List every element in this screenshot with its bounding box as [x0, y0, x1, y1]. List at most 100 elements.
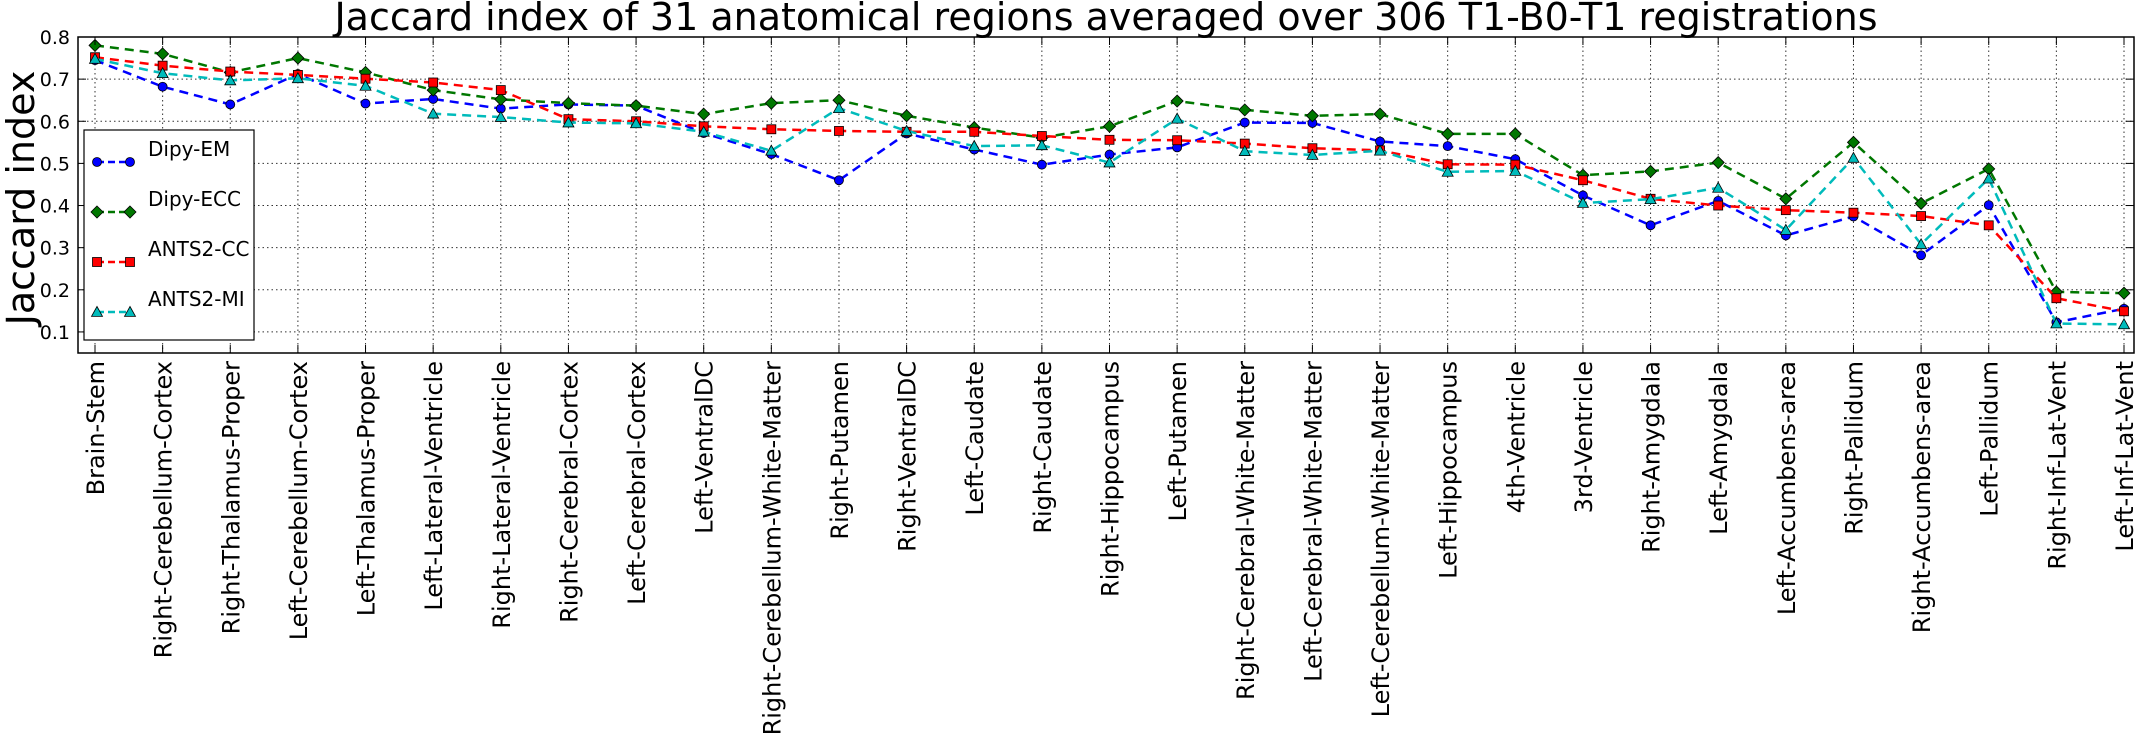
y-tick-label: 0.6: [40, 111, 70, 133]
data-point-ants2-mi: [1035, 138, 1049, 151]
data-point-dipy-em: [1239, 117, 1250, 128]
x-tick-label: Right-Amygdala: [1638, 361, 1666, 553]
data-point-ants2-mi: [1914, 237, 1928, 250]
x-tick-label: 4th-Ventricle: [1502, 361, 1530, 513]
data-point-ants2-mi: [900, 124, 913, 136]
data-point-ants2-cc: [1848, 207, 1859, 218]
data-point-ants2-cc: [834, 126, 844, 136]
data-point-ants2-mi: [697, 125, 710, 137]
data-point-ants2-cc: [1983, 220, 1994, 231]
y-tick-label: 0.3: [40, 238, 70, 260]
y-tick-label: 0.8: [40, 27, 70, 49]
x-tick-label: Right-Putamen: [826, 361, 854, 540]
x-tick-label: Left-Putamen: [1164, 361, 1192, 522]
legend-entry-ants2-cc: ANTS2-CC: [92, 237, 249, 267]
x-tick-label: 3rd-Ventricle: [1570, 361, 1598, 513]
data-point-ants2-mi: [832, 101, 846, 114]
data-point-ants2-mi: [426, 107, 440, 119]
data-point-ants2-cc: [1578, 175, 1588, 186]
legend-entry-dipy-em: Dipy-EM: [92, 137, 230, 167]
data-point-dipy-em: [1645, 220, 1656, 231]
x-tick-label: Right-Cerebellum-Cortex: [150, 361, 178, 658]
data-point-ants2-mi: [1170, 112, 1184, 124]
data-point-ants2-cc: [495, 85, 506, 95]
legend-marker-dipy-em: [92, 157, 102, 167]
data-point-ants2-mi: [494, 110, 507, 122]
data-point-ants2-mi: [1441, 165, 1454, 177]
x-tick-label: Right-Cerebellum-White-Matter: [758, 361, 786, 736]
y-tick-label: 0.7: [40, 69, 70, 91]
data-point-ants2-mi: [1306, 148, 1319, 160]
x-tick-label: Left-Accumbens-area: [1773, 361, 1801, 615]
y-tick-label: 0.1: [40, 322, 70, 344]
data-point-dipy-em: [1036, 159, 1047, 170]
data-point-ants2-cc: [428, 77, 439, 88]
x-tick-label: Left-Cerebellum-Cortex: [285, 361, 313, 640]
data-point-dipy-ecc: [1102, 119, 1117, 133]
legend-marker-ants2-mi: [90, 305, 104, 317]
data-point-dipy-ecc: [1644, 164, 1658, 178]
data-point-dipy-ecc: [1373, 107, 1387, 121]
legend-label-dipy-em: Dipy-EM: [148, 137, 230, 161]
legend-label-dipy-ecc: Dipy-ECC: [148, 187, 241, 211]
x-tick-label: Right-Hippocampus: [1097, 361, 1125, 597]
data-point-ants2-mi: [291, 71, 305, 84]
x-tick-label: Left-Hippocampus: [1435, 361, 1463, 579]
x-tick-label: Right-Lateral-Ventricle: [488, 361, 516, 629]
x-tick-label: Right-Cerebral-Cortex: [555, 361, 583, 623]
data-point-dipy-ecc: [1305, 109, 1319, 123]
data-point-ants2-cc: [1780, 205, 1791, 216]
data-point-dipy-ecc: [697, 107, 711, 121]
data-point-dipy-ecc: [764, 96, 778, 110]
data-point-ants2-cc: [1172, 135, 1183, 146]
data-point-dipy-ecc: [1508, 127, 1522, 141]
data-point-ants2-mi: [1847, 151, 1860, 163]
data-point-ants2-mi: [562, 116, 575, 128]
data-point-ants2-cc: [1916, 211, 1926, 221]
x-tick-label: Right-Cerebral-White-Matter: [1232, 361, 1260, 700]
data-point-ants2-cc: [2051, 293, 2062, 304]
legend-marker-ants2-cc: [125, 257, 135, 267]
legend-entry-dipy-ecc: Dipy-ECC: [90, 187, 241, 219]
x-tick-label: Left-Cerebral-Cortex: [623, 361, 651, 605]
data-point-ants2-cc: [766, 124, 777, 135]
x-tick-label: Left-Cerebral-White-Matter: [1299, 361, 1327, 682]
data-point-ants2-mi: [2117, 318, 2131, 330]
data-point-dipy-ecc: [1779, 192, 1793, 206]
legend-marker-dipy-ecc: [90, 205, 104, 219]
x-tick-label: Left-Cerebellum-White-Matter: [1367, 361, 1395, 718]
data-point-ants2-mi: [359, 79, 372, 91]
x-tick-label: Right-Accumbens-area: [1908, 361, 1936, 633]
data-point-dipy-em: [834, 175, 844, 186]
tick-layer: 0.1 0.2 0.3 0.4 0.5 0.6 0.7 0.8 Brain-Stem Right-…: [40, 27, 2139, 735]
data-point-ants2-mi: [1509, 164, 1522, 176]
data-point-dipy-ecc: [561, 96, 575, 110]
plot-frame: [77, 36, 2135, 354]
data-point-dipy-ecc: [1441, 127, 1455, 141]
data-point-ants2-mi: [1779, 223, 1793, 235]
data-point-dipy-em: [1442, 141, 1453, 152]
x-tick-label: Right-Pallidum: [1840, 361, 1868, 535]
data-point-dipy-em: [225, 99, 236, 110]
data-point-ants2-mi: [2050, 317, 2063, 329]
legend-label-ants2-cc: ANTS2-CC: [148, 237, 249, 261]
legend-marker-ants2-mi: [123, 305, 137, 317]
x-tick-label: Left-Lateral-Ventricle: [420, 361, 448, 611]
data-point-dipy-em: [1916, 250, 1926, 261]
x-tick-label: Right-VentralDC: [894, 361, 922, 552]
data-point-ants2-cc: [969, 126, 980, 137]
x-tick-label: Left-Caudate: [961, 361, 989, 516]
data-point-ants2-mi: [156, 66, 169, 79]
data-point-dipy-ecc: [156, 47, 170, 61]
legend-label-ants2-mi: ANTS2-MI: [148, 287, 245, 311]
data-point-ants2-mi: [1103, 156, 1116, 168]
x-tick-label: Left-Amygdala: [1705, 361, 1733, 535]
legend-marker-ants2-cc: [92, 257, 102, 267]
y-tick-label: 0.4: [40, 196, 70, 218]
x-tick-label: Right-Thalamus-Proper: [217, 361, 245, 634]
x-tick-label: Left-Pallidum: [1976, 361, 2004, 517]
y-tick-label: 0.2: [40, 280, 70, 302]
data-point-ants2-mi: [1238, 144, 1251, 156]
